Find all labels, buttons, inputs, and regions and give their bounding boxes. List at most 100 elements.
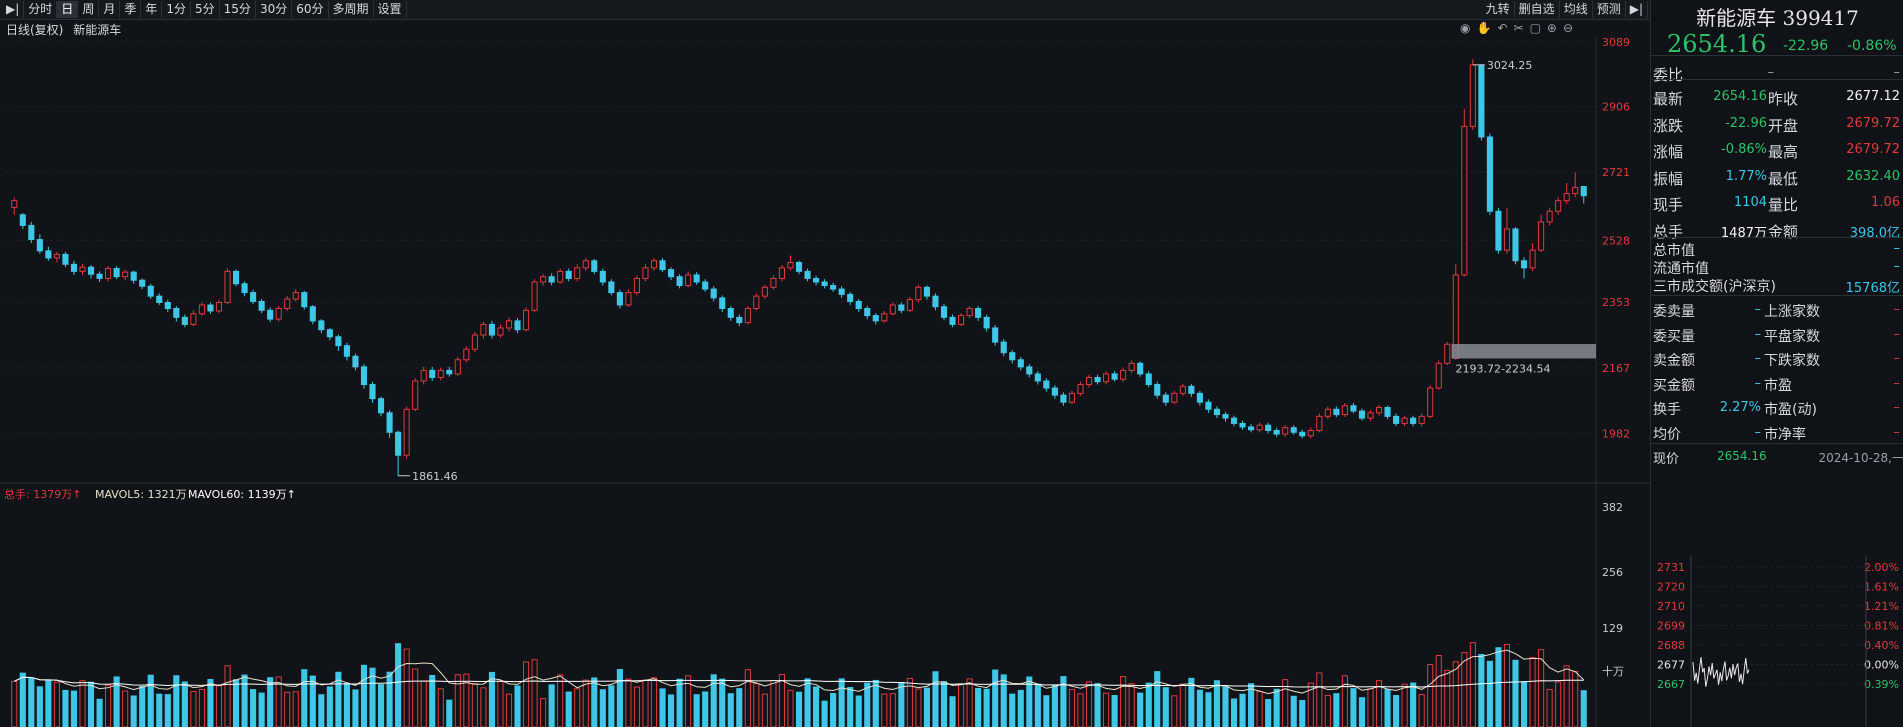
hand-icon[interactable]: ✋ xyxy=(1476,21,1492,35)
cap-label: 流通市值 xyxy=(1653,261,1709,277)
period-tab-1[interactable]: 日 xyxy=(57,1,79,18)
scissors-icon[interactable]: ✂ xyxy=(1513,21,1524,35)
expand-panel-icon[interactable]: ▶| xyxy=(1626,1,1648,18)
volume-bar xyxy=(744,669,751,727)
volume-bar xyxy=(830,692,837,727)
volume-bar xyxy=(915,688,922,727)
volume-bar xyxy=(1529,657,1536,727)
mini-intraday-line xyxy=(1692,657,1750,687)
candle-body xyxy=(335,336,342,347)
cap-label: 三市成交额(沪深京) xyxy=(1653,279,1776,295)
stat-value-2: – xyxy=(1893,351,1901,366)
period-tab-3[interactable]: 月 xyxy=(99,1,121,18)
stat-value-2: – xyxy=(1893,326,1901,342)
candle-body xyxy=(1094,376,1101,383)
zoom-out-icon[interactable]: ⊖ xyxy=(1562,21,1574,35)
candle-body xyxy=(889,304,896,315)
candle-body xyxy=(881,313,888,322)
candle-body xyxy=(702,281,709,290)
intraday-mini-chart[interactable]: 2731 2.00% 2720 1.61% 2710 1.21% 2699 0.81% 2688… xyxy=(1651,555,1903,727)
period-tab-4[interactable]: 季 xyxy=(120,1,142,18)
toolbar-right-3[interactable]: 预测 xyxy=(1593,1,1626,18)
volume-bar xyxy=(1017,689,1024,727)
toolbar-right-2[interactable]: 均线 xyxy=(1560,1,1593,18)
volume-bar xyxy=(437,688,444,727)
stat-value-2: – xyxy=(1893,424,1901,440)
candle-body xyxy=(1520,260,1528,269)
zoom-in-icon[interactable]: ⊕ xyxy=(1546,21,1557,35)
volume-bar xyxy=(1401,683,1408,727)
volume-bar xyxy=(1367,688,1374,727)
candle-body xyxy=(1546,210,1553,223)
toolbar-right-0[interactable]: 九转 xyxy=(1482,1,1515,18)
candle-body xyxy=(11,200,18,208)
volume-bar xyxy=(1222,686,1229,727)
volume-bar xyxy=(1299,699,1306,727)
undo-icon[interactable]: ↶ xyxy=(1497,21,1508,35)
candle-body xyxy=(804,270,811,279)
toolbar-right-1[interactable]: 删自选 xyxy=(1515,1,1560,18)
stat-label-2: 平盘家数 xyxy=(1764,328,1820,345)
period-tab-8[interactable]: 15分 xyxy=(220,1,256,18)
period-tab-7[interactable]: 5分 xyxy=(191,1,220,18)
candle-body xyxy=(966,308,973,317)
period-tab-2[interactable]: 周 xyxy=(78,1,100,18)
candle-body xyxy=(531,281,538,311)
vol-tick-label: 382 xyxy=(1602,501,1623,514)
period-tabs: ▶| 分时日周月季年 1分 5分 15分 30分 60分 多周期 设置 xyxy=(2,1,407,18)
volume-bar xyxy=(992,669,999,727)
candle-body xyxy=(113,268,120,278)
volume-bar xyxy=(505,693,513,727)
volume-bar xyxy=(1358,697,1366,727)
volume-bar xyxy=(1068,689,1076,727)
mini-pct-label: 1.61% xyxy=(1864,581,1899,594)
candle-body xyxy=(352,355,359,368)
period-tab-11[interactable]: 多周期 xyxy=(329,1,374,18)
candle-body xyxy=(1324,408,1331,417)
volume-bar xyxy=(1213,680,1221,727)
volume-bar xyxy=(292,691,299,727)
lock-icon[interactable]: ▢ xyxy=(1529,21,1541,35)
volume-bar xyxy=(105,684,112,727)
collapse-icon[interactable]: ▶| xyxy=(2,1,25,18)
stat-value-2: – xyxy=(1893,400,1901,415)
volume-bar xyxy=(710,674,717,727)
candle-body xyxy=(87,266,95,275)
volume-bar xyxy=(514,685,521,727)
volume-bar xyxy=(582,679,589,727)
now-price-row: 现价 2654.16 2024-10-28,一 xyxy=(1651,446,1903,474)
volume-bar xyxy=(412,668,419,727)
period-tab-10[interactable]: 60分 xyxy=(292,1,329,18)
candle-body xyxy=(847,293,854,302)
volume-bar xyxy=(11,680,18,727)
kline-chart[interactable]: 3089 2906 2721 2528 2353 2167 1982 3024.25 1861.… xyxy=(0,38,1650,727)
candle-body xyxy=(480,323,487,336)
candle-body xyxy=(1077,384,1084,394)
candle-body xyxy=(557,270,564,283)
period-tab-6[interactable]: 1分 xyxy=(162,1,192,18)
eye-icon[interactable]: ◉ xyxy=(1460,21,1471,35)
volume-bar xyxy=(736,688,743,727)
candle-body xyxy=(403,408,410,456)
volume-bar xyxy=(702,691,709,727)
volume-bar xyxy=(326,686,333,727)
period-tab-12[interactable]: 设置 xyxy=(374,1,407,18)
period-tab-0[interactable]: 分时 xyxy=(24,1,58,18)
candle-body xyxy=(1316,415,1323,431)
cap-row: 流通市值 – xyxy=(1651,258,1903,277)
candle-body xyxy=(28,224,35,241)
candle-body xyxy=(1512,228,1519,262)
now-price-value: 2654.16 xyxy=(1717,449,1767,463)
volume-bar xyxy=(181,681,188,727)
candle-body xyxy=(591,260,598,272)
period-tab-5[interactable]: 年 xyxy=(141,1,163,18)
candle-body xyxy=(395,431,402,456)
chart-mode-label: 日线(复权) xyxy=(6,23,64,37)
volume-bar xyxy=(395,643,402,727)
quote-value: 1.77% xyxy=(1725,168,1767,184)
candle-body xyxy=(514,320,521,331)
stat-row: 换手 2.27% 市盈(动) – xyxy=(1651,396,1903,424)
period-tab-9[interactable]: 30分 xyxy=(256,1,293,18)
cap-value: – xyxy=(1893,259,1901,274)
volume-bar xyxy=(591,677,598,727)
